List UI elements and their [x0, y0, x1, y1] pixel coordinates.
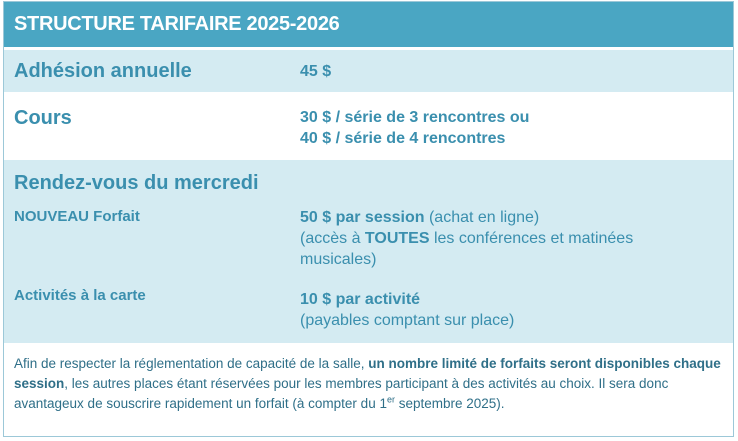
forfait-line-3: musicales) — [300, 251, 377, 268]
adhesion-label: Adhésion annuelle — [14, 60, 192, 82]
carte-value: 10 $ par activité (payables comptant sur… — [300, 289, 514, 331]
cours-line-2: 40 $ / série de 4 rencontres — [300, 130, 506, 147]
notice-bold: un nombre limité de forfaits seront disp… — [14, 356, 721, 391]
notice-sup: er — [386, 394, 395, 405]
notice-text: Afin de respecter la réglementation de c… — [14, 356, 721, 411]
row-cours: Cours 30 $ / série de 3 rencontres ou 40… — [4, 95, 733, 157]
forfait-label: NOUVEAU Forfait — [14, 208, 140, 225]
rdv-heading: Rendez-vous du mercredi — [14, 172, 259, 194]
carte-price: 10 $ par activité — [300, 291, 421, 308]
row-adhesion: Adhésion annuelle 45 $ — [4, 50, 733, 92]
forfait-price-note: (achat en ligne) — [424, 209, 540, 226]
carte-note: (payables comptant sur place) — [300, 312, 515, 329]
row-rendez-vous: Rendez-vous du mercredi NOUVEAU Forfait … — [4, 160, 733, 343]
pricing-card: STRUCTURE TARIFAIRE 2025-2026 Adhésion a… — [3, 1, 734, 437]
carte-label: Activités à la carte — [14, 287, 146, 304]
forfait-value: 50 $ par session (achat en ligne) (accès… — [300, 207, 633, 270]
forfait-line-1: 50 $ par session (achat en ligne) — [300, 207, 633, 228]
cours-label: Cours — [14, 107, 72, 129]
forfait-price: 50 $ par session — [300, 209, 425, 226]
adhesion-value: 45 $ — [300, 63, 332, 80]
forfait-toutes: TOUTES — [364, 230, 430, 247]
row-notice: Afin de respecter la réglementation de c… — [4, 344, 733, 436]
forfait-line-2: (accès à TOUTES les conférences et matin… — [300, 230, 634, 247]
cours-line-1: 30 $ / série de 3 rencontres ou — [300, 109, 530, 126]
cours-value: 30 $ / série de 3 rencontres ou 40 $ / s… — [300, 107, 529, 149]
table-title: STRUCTURE TARIFAIRE 2025-2026 — [4, 2, 733, 50]
